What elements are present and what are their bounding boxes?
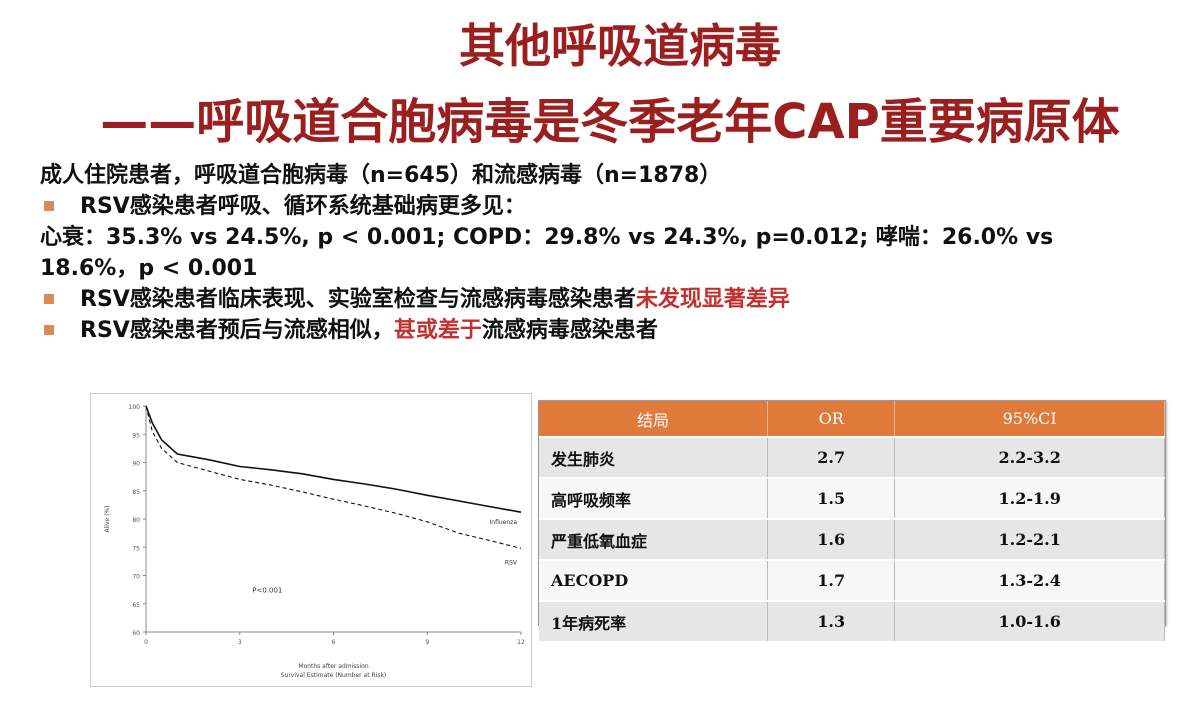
stats-line-1: 心衰：35.3% vs 24.5%, p < 0.001; COPD：29.8%… <box>40 225 1054 250</box>
outcome-cell: 高呼吸频率 <box>539 477 768 519</box>
p-value-annotation: P<0.001 <box>252 586 282 594</box>
stats-line-2: 18.6%，p < 0.001 <box>40 256 258 281</box>
bullet-3-tail: 流感病毒感染患者 <box>481 318 658 343</box>
slide-title: 其他呼吸道病毒 <box>459 19 781 73</box>
or-cell: 1.6 <box>767 518 896 560</box>
x-axis-sublabel: Survival Estimate (Number at Risk) <box>281 672 387 679</box>
series-label-rsv: RSV <box>505 559 518 566</box>
square-bullet-icon <box>44 201 54 211</box>
y-tick-label: 95 <box>132 432 140 439</box>
bullet-2-text: RSV感染患者临床表现、实验室检查与流感病毒感染患者 <box>80 287 636 312</box>
bullet-item-1: RSV感染患者呼吸、循环系统基础病更多见： <box>40 191 1190 222</box>
x-tick-label: 9 <box>425 639 429 646</box>
bullet-3-highlight: 甚或差于 <box>393 318 482 343</box>
square-bullet-icon <box>44 294 54 304</box>
ci-cell: 1.0-1.6 <box>894 600 1165 641</box>
outcome-cell: 严重低氧血症 <box>539 518 768 560</box>
survival-chart-svg: 100 95 90 85 80 75 70 65 60 0 3 6 9 12 Influenza RSV Ali… <box>104 404 525 679</box>
series-line-rsv <box>145 405 522 549</box>
y-tick-label: 100 <box>129 404 141 411</box>
bullet-item-2: RSV感染患者临床表现、实验室检查与流感病毒感染患者未发现显著差异 <box>40 284 1190 315</box>
y-axis-label: Alive (%) <box>104 506 111 533</box>
bullet-item-3: RSV感染患者预后与流感相似，甚或差于流感病毒感染患者 <box>40 315 1190 346</box>
bullet-3-text: RSV感染患者预后与流感相似， <box>80 318 394 343</box>
slide-body: 成人住院患者，呼吸道合胞病毒（n=645）和流感病毒（n=1878） RSV感染… <box>40 160 1190 346</box>
x-tick-label: 3 <box>238 639 242 646</box>
x-tick-label: 12 <box>517 639 525 646</box>
header-outcome: 结局 <box>539 401 768 437</box>
y-tick-label: 80 <box>132 517 140 524</box>
y-tick-label: 70 <box>132 574 140 581</box>
bullet-1-text: RSV感染患者呼吸、循环系统基础病更多见： <box>80 194 526 219</box>
y-tick-label: 90 <box>132 461 140 468</box>
x-axis-label: Months after admission <box>298 663 369 670</box>
or-cell: 1.3 <box>767 600 896 641</box>
header-ci: 95%CI <box>894 401 1165 437</box>
x-tick-label: 6 <box>332 639 336 646</box>
y-tick-label: 85 <box>132 489 140 496</box>
bullet-2-highlight: 未发现显著差异 <box>635 287 790 312</box>
or-cell: 1.5 <box>767 477 896 519</box>
intro-text: 成人住院患者，呼吸道合胞病毒（n=645）和流感病毒（n=1878） <box>40 163 722 188</box>
ci-cell: 1.2-2.1 <box>894 518 1165 560</box>
x-tick-label: 0 <box>144 639 148 646</box>
ci-cell: 1.3-2.4 <box>894 559 1165 601</box>
header-or: OR <box>767 401 896 437</box>
series-label-influenza: Influenza <box>490 519 518 526</box>
square-bullet-icon <box>44 325 54 335</box>
y-tick-label: 75 <box>132 545 140 552</box>
series-line-influenza <box>145 405 522 513</box>
table-header-row: 结局 OR 95%CI <box>539 401 1165 437</box>
table-row: 高呼吸频率 1.5 1.2-1.9 <box>539 477 1165 519</box>
ci-cell: 2.2-3.2 <box>894 436 1165 478</box>
table-row: 发生肺炎 2.7 2.2-3.2 <box>539 436 1165 478</box>
or-cell: 1.7 <box>767 559 896 601</box>
table-row: 严重低氧血症 1.6 1.2-2.1 <box>539 518 1165 560</box>
outcome-cell: 1年病死率 <box>539 600 768 641</box>
outcome-table: 结局 OR 95%CI 发生肺炎 2.7 2.2-3.2 高呼吸频率 1.5 1… <box>538 400 1166 641</box>
table-row: AECOPD 1.7 1.3-2.4 <box>539 559 1165 601</box>
y-tick-label: 65 <box>132 602 140 609</box>
or-cell: 2.7 <box>767 436 896 478</box>
outcome-cell: AECOPD <box>539 559 768 601</box>
outcome-cell: 发生肺炎 <box>539 436 768 478</box>
y-tick-label: 60 <box>132 630 140 637</box>
slide-subtitle: ——呼吸道合胞病毒是冬季老年CAP重要病原体 <box>100 94 1120 150</box>
table-row: 1年病死率 1.3 1.0-1.6 <box>539 600 1165 641</box>
ci-cell: 1.2-1.9 <box>894 477 1165 519</box>
survival-chart: 100 95 90 85 80 75 70 65 60 0 3 6 9 12 Influenza RSV Ali… <box>90 393 532 687</box>
